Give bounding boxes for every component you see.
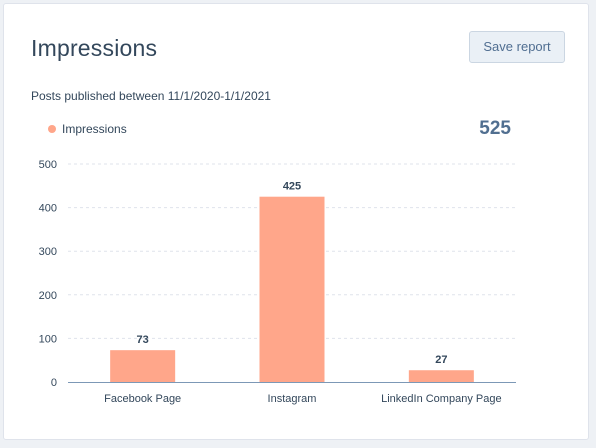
legend-swatch [48, 125, 56, 133]
chart-legend[interactable]: Impressions [48, 122, 127, 136]
x-tick-label: LinkedIn Company Page [381, 393, 501, 405]
data-label: 73 [137, 334, 149, 346]
x-tick-label: Facebook Page [104, 393, 181, 405]
data-label: 27 [435, 354, 447, 366]
legend-label: Impressions [62, 122, 127, 136]
y-tick-label: 500 [39, 159, 57, 171]
y-tick-label: 200 [39, 290, 57, 302]
y-tick-label: 100 [39, 333, 57, 345]
bar-facebook-page[interactable] [110, 350, 176, 382]
x-tick-label: Instagram [268, 393, 317, 405]
save-report-button[interactable]: Save report [469, 31, 565, 63]
bar-instagram[interactable] [259, 196, 325, 382]
report-title: Impressions [31, 35, 158, 61]
data-label: 425 [283, 181, 301, 193]
bar-linkedin-company-page[interactable] [408, 370, 474, 382]
date-range-subtitle: Posts published between 11/1/2020-1/1/20… [31, 89, 271, 103]
y-tick-label: 400 [39, 203, 57, 215]
y-tick-label: 300 [39, 246, 57, 258]
total-impressions: 525 [479, 118, 511, 139]
y-tick-label: 0 [51, 377, 57, 389]
